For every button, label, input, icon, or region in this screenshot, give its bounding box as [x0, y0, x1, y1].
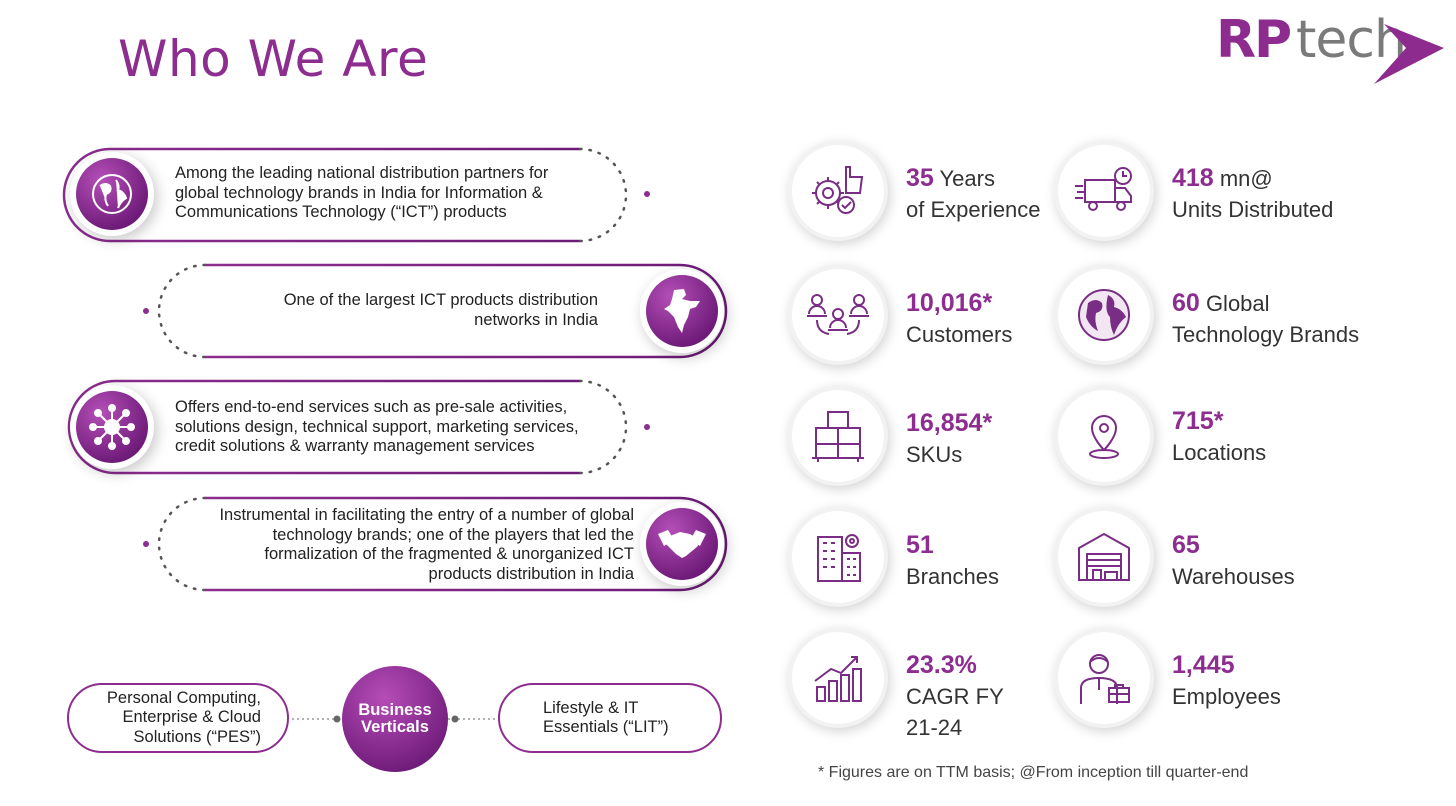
stat-customers-value: 10,016* [906, 289, 993, 317]
boxes-icon [792, 390, 884, 482]
stat-locations-value: 715* [1172, 407, 1224, 435]
business-verticals-circle: Business Verticals [342, 666, 448, 772]
stat-brands-value: 60 [1172, 289, 1200, 317]
gear-thumbs-up-icon [792, 145, 884, 237]
stat-warehouses-label: Warehouses [1172, 564, 1295, 589]
footnote: * Figures are on TTM basis; @From incept… [818, 764, 1249, 781]
rp-tech-logo: RP tech [1216, 10, 1446, 86]
logo-tech: tech [1296, 10, 1407, 70]
delivery-truck-icon [1058, 145, 1150, 237]
stat-units: 418 mn@ Units Distributed [1172, 163, 1333, 225]
stat-customers-label: Customers [906, 322, 1013, 347]
growth-chart-icon [792, 632, 884, 724]
stat-locations: 715* Locations [1172, 406, 1266, 468]
stat-customers: 10,016* Customers [906, 288, 1012, 350]
globe-icon [1058, 269, 1150, 361]
customer-network-icon [792, 269, 884, 361]
stat-cagr-label: CAGR FY 21-24 [906, 684, 1004, 740]
stat-brands: 60 Global Technology Brands [1172, 288, 1359, 350]
stat-experience: 35 Years of Experience [906, 163, 1041, 225]
stat-experience-inline: Years [939, 166, 995, 191]
vertical-lit-label: Lifestyle & IT Essentials (“LIT”) [543, 698, 669, 737]
stat-brands-inline: Global [1205, 291, 1270, 316]
stat-branches-label: Branches [906, 564, 999, 589]
page-title: Who We Are [118, 30, 429, 88]
vertical-pes-pill: Personal Computing, Enterprise & Cloud S… [67, 683, 289, 753]
stat-skus-value: 16,854* [906, 409, 993, 437]
left-frames [62, 147, 728, 723]
stat-employees-value: 1,445 [1172, 651, 1235, 679]
office-building-icon [792, 511, 884, 603]
stat-employees: 1,445 Employees [1172, 650, 1281, 712]
stat-experience-label: of Experience [906, 197, 1041, 222]
network-hub-icon [76, 391, 148, 463]
stat-units-label: Units Distributed [1172, 197, 1334, 222]
location-pin-icon [1058, 390, 1150, 482]
stat-cagr-value: 23.3% [906, 651, 977, 679]
stat-branches-value: 51 [906, 531, 934, 559]
logo-rp: RP [1216, 10, 1292, 70]
vertical-lit-pill: Lifestyle & IT Essentials (“LIT”) [498, 683, 722, 753]
left-item-3-text: Offers end-to-end services such as pre-s… [175, 398, 579, 455]
left-item-1-text: Among the leading national distribution … [175, 164, 549, 221]
globe-icon [76, 158, 148, 230]
stat-warehouses-value: 65 [1172, 531, 1200, 559]
stat-warehouses: 65 Warehouses [1172, 530, 1295, 592]
stat-units-inline: mn@ [1219, 166, 1273, 191]
stat-skus-label: SKUs [906, 442, 963, 467]
warehouse-icon [1058, 511, 1150, 603]
left-item-2-text: One of the largest ICT products distribu… [283, 291, 598, 329]
stat-units-value: 418 [1172, 164, 1214, 192]
business-verticals-label: Business Verticals [358, 701, 432, 736]
india-map-icon [646, 275, 718, 347]
employee-icon [1058, 632, 1150, 724]
vertical-pes-label: Personal Computing, Enterprise & Cloud S… [106, 688, 261, 746]
handshake-icon [646, 508, 718, 580]
stat-locations-label: Locations [1172, 440, 1267, 465]
stat-cagr: 23.3% CAGR FY 21-24 [906, 650, 1026, 743]
stat-experience-value: 35 [906, 164, 934, 192]
stat-brands-label: Technology Brands [1172, 322, 1360, 347]
stat-branches: 51 Branches [906, 530, 999, 592]
stat-employees-label: Employees [1172, 684, 1281, 709]
left-item-4-text: Instrumental in facilitating the entry o… [219, 506, 634, 583]
logo-arrow-icon [1374, 24, 1444, 84]
stat-skus: 16,854* SKUs [906, 408, 992, 470]
